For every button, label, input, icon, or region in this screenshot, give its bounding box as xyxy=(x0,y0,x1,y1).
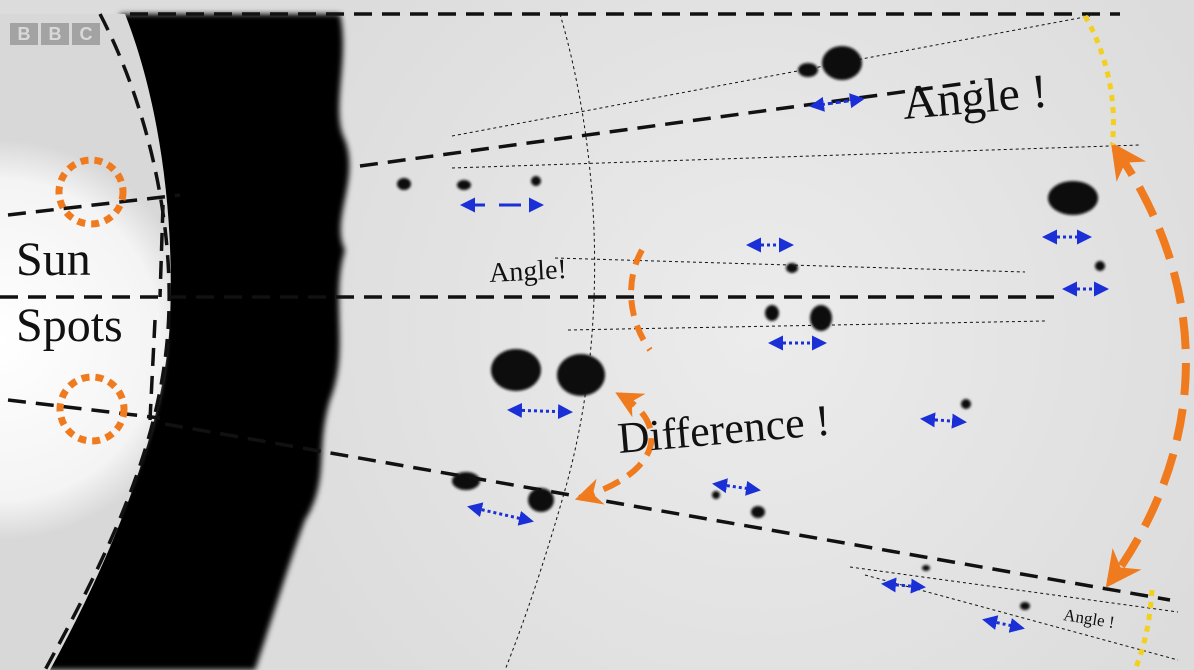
dashed-line-sun-lower xyxy=(7,398,161,420)
label-sun: Sun xyxy=(16,233,91,286)
sunspot xyxy=(786,263,798,273)
orange-dashed-arc-middle xyxy=(628,248,653,352)
logo-letter-3: C xyxy=(72,23,100,45)
guide-line-thin xyxy=(864,574,1179,661)
sunspot xyxy=(397,178,411,190)
blue-double-arrow xyxy=(982,615,1025,633)
orange-arrow-difference xyxy=(574,392,655,505)
dashed-line-sun-vertical xyxy=(158,204,165,298)
label-spots: Spots xyxy=(16,299,123,352)
bbc-logo: B B C xyxy=(10,23,100,45)
sunspot xyxy=(557,354,605,396)
sunspot xyxy=(712,491,720,499)
guide-line-thin xyxy=(451,144,1141,169)
limb-dashed-arc xyxy=(43,13,171,670)
blue-double-arrow xyxy=(881,577,926,594)
blue-double-arrow xyxy=(507,402,573,420)
sunspot xyxy=(751,506,765,518)
logo-letter-1: B xyxy=(10,23,38,45)
dashed-line-sun-vertical-2 xyxy=(148,319,157,421)
guide-line-thin xyxy=(567,320,1046,331)
sunspot xyxy=(810,305,832,331)
orange-dotted-circle-upper xyxy=(55,156,127,228)
sunspot xyxy=(1095,261,1105,271)
sunspot xyxy=(491,349,541,391)
sunspot xyxy=(765,305,779,321)
sunspot xyxy=(1048,181,1098,215)
sunspot xyxy=(922,565,930,571)
guide-line-thin xyxy=(849,566,1179,613)
guide-line-thin xyxy=(451,15,1091,137)
blue-double-arrow xyxy=(809,93,865,112)
dashed-line-bottom xyxy=(164,422,1171,602)
guide-line-thin xyxy=(554,257,1026,273)
sunspot xyxy=(528,488,554,512)
sunspot xyxy=(531,176,541,186)
orange-arrow-large xyxy=(1105,142,1190,588)
yellow-dotted-arc-top xyxy=(1082,14,1116,146)
meridian-curve xyxy=(504,13,596,670)
blue-double-arrow xyxy=(920,412,967,429)
dashed-line-sun-upper xyxy=(7,193,181,217)
sunspot xyxy=(1020,602,1030,610)
blue-double-arrow xyxy=(467,502,534,526)
sun-disk xyxy=(0,14,171,670)
label-angle-middle: Angle! xyxy=(488,253,568,290)
orange-dotted-circle-lower xyxy=(56,373,128,445)
sunspot xyxy=(798,63,818,77)
blue-double-arrow xyxy=(712,478,761,496)
dark-shadow-band xyxy=(40,14,350,670)
sunspot xyxy=(961,399,971,409)
logo-letter-2: B xyxy=(41,23,69,45)
sunspot xyxy=(457,180,471,190)
dashed-line-top xyxy=(359,80,976,168)
yellow-dotted-arc-bottom xyxy=(1132,589,1155,670)
